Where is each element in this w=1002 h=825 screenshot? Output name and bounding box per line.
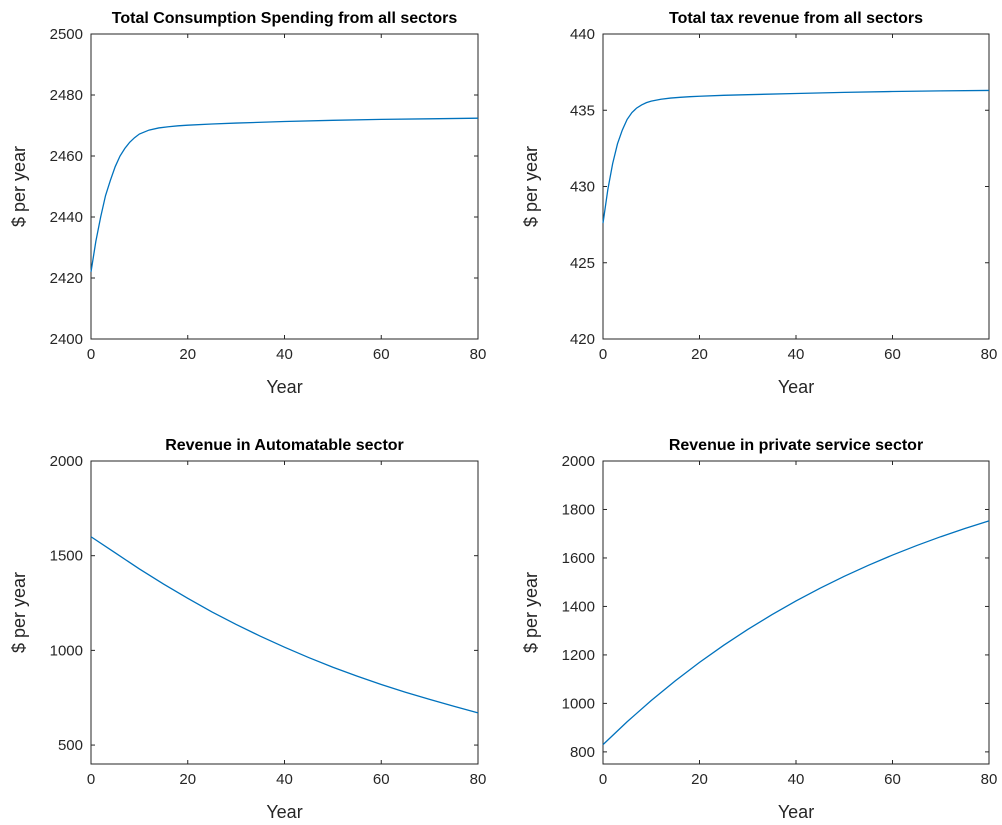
plot-area: [602, 33, 990, 340]
x-tick-label: 60: [884, 771, 901, 788]
y-tick-label: 425: [570, 255, 595, 272]
x-tick-label: 60: [884, 346, 901, 363]
y-tick-label: 440: [570, 26, 595, 43]
plot-area: [90, 33, 479, 340]
subplot-automatable: 0 20 40 60 80 500 1000 1500 2000 Revenue in Autom…: [9, 437, 486, 822]
y-tick-label: 1600: [562, 550, 595, 567]
x-tick-label: 20: [179, 346, 196, 363]
y-tick-label: 2420: [50, 270, 83, 287]
x-tick-label: 0: [87, 346, 95, 363]
x-tick-label: 20: [691, 771, 708, 788]
series-line-automatable: [90, 536, 479, 714]
y-tick-label: 500: [58, 737, 83, 754]
x-axis-label: Year: [266, 377, 302, 397]
x-tick-label: 80: [981, 346, 998, 363]
y-tick-label: 2400: [50, 331, 83, 348]
x-tick-label: 40: [276, 771, 293, 788]
x-tick-label: 60: [373, 771, 390, 788]
chart-title: Total tax revenue from all sectors: [669, 10, 923, 27]
x-tick-label: 80: [981, 771, 998, 788]
y-tick-label: 2440: [50, 209, 83, 226]
y-tick-label: 2000: [50, 453, 83, 470]
y-axis-label: $ per year: [9, 572, 29, 653]
subplot-consumption: 0 20 40 60 80 2400 2420 2440 2460 2480 2500 Total C…: [9, 10, 486, 397]
y-axis-label: $ per year: [521, 146, 541, 227]
x-tick-label: 0: [599, 771, 607, 788]
y-tick-label: 2480: [50, 87, 83, 104]
subplot-tax: 0 20 40 60 80 420 425 430 435 440 Total tax revenu…: [521, 10, 997, 397]
y-tick-label: 800: [570, 744, 595, 761]
y-tick-label: 420: [570, 331, 595, 348]
x-tick-label: 40: [788, 771, 805, 788]
x-tick-label: 0: [599, 346, 607, 363]
y-tick-label: 1800: [562, 501, 595, 518]
y-tick-label: 1400: [562, 598, 595, 615]
y-tick-label: 435: [570, 102, 595, 119]
y-tick-label: 1000: [562, 695, 595, 712]
y-tick-label: 2000: [562, 453, 595, 470]
x-axis-label: Year: [266, 802, 302, 822]
y-tick-label: 430: [570, 179, 595, 196]
chart-title: Revenue in Automatable sector: [165, 437, 404, 454]
y-axis-label: $ per year: [9, 146, 29, 227]
y-tick-label: 1500: [50, 548, 83, 565]
x-axis-label: Year: [778, 802, 814, 822]
x-tick-label: 60: [373, 346, 390, 363]
y-tick-label: 1000: [50, 642, 83, 659]
x-tick-label: 0: [87, 771, 95, 788]
y-tick-label: 1200: [562, 647, 595, 664]
series-line-tax: [602, 89, 990, 224]
subplot-private-service: 0 20 40 60 80 800 1000 1200 1400 1600 1800 2000 Reve…: [521, 437, 997, 822]
x-tick-label: 40: [788, 346, 805, 363]
chart-title: Revenue in private service sector: [669, 437, 923, 454]
series-line-private-service: [602, 520, 990, 746]
x-tick-label: 80: [470, 771, 487, 788]
y-tick-label: 2500: [50, 26, 83, 43]
chart-title: Total Consumption Spending from all sect…: [112, 10, 458, 27]
series-line-consumption: [90, 117, 479, 273]
x-tick-label: 20: [691, 346, 708, 363]
x-tick-label: 80: [470, 346, 487, 363]
x-tick-label: 40: [276, 346, 293, 363]
y-tick-label: 2460: [50, 148, 83, 165]
y-axis-label: $ per year: [521, 572, 541, 653]
x-axis-label: Year: [778, 377, 814, 397]
x-tick-label: 20: [179, 771, 196, 788]
plot-area: [90, 460, 479, 765]
plot-area: [602, 460, 990, 765]
